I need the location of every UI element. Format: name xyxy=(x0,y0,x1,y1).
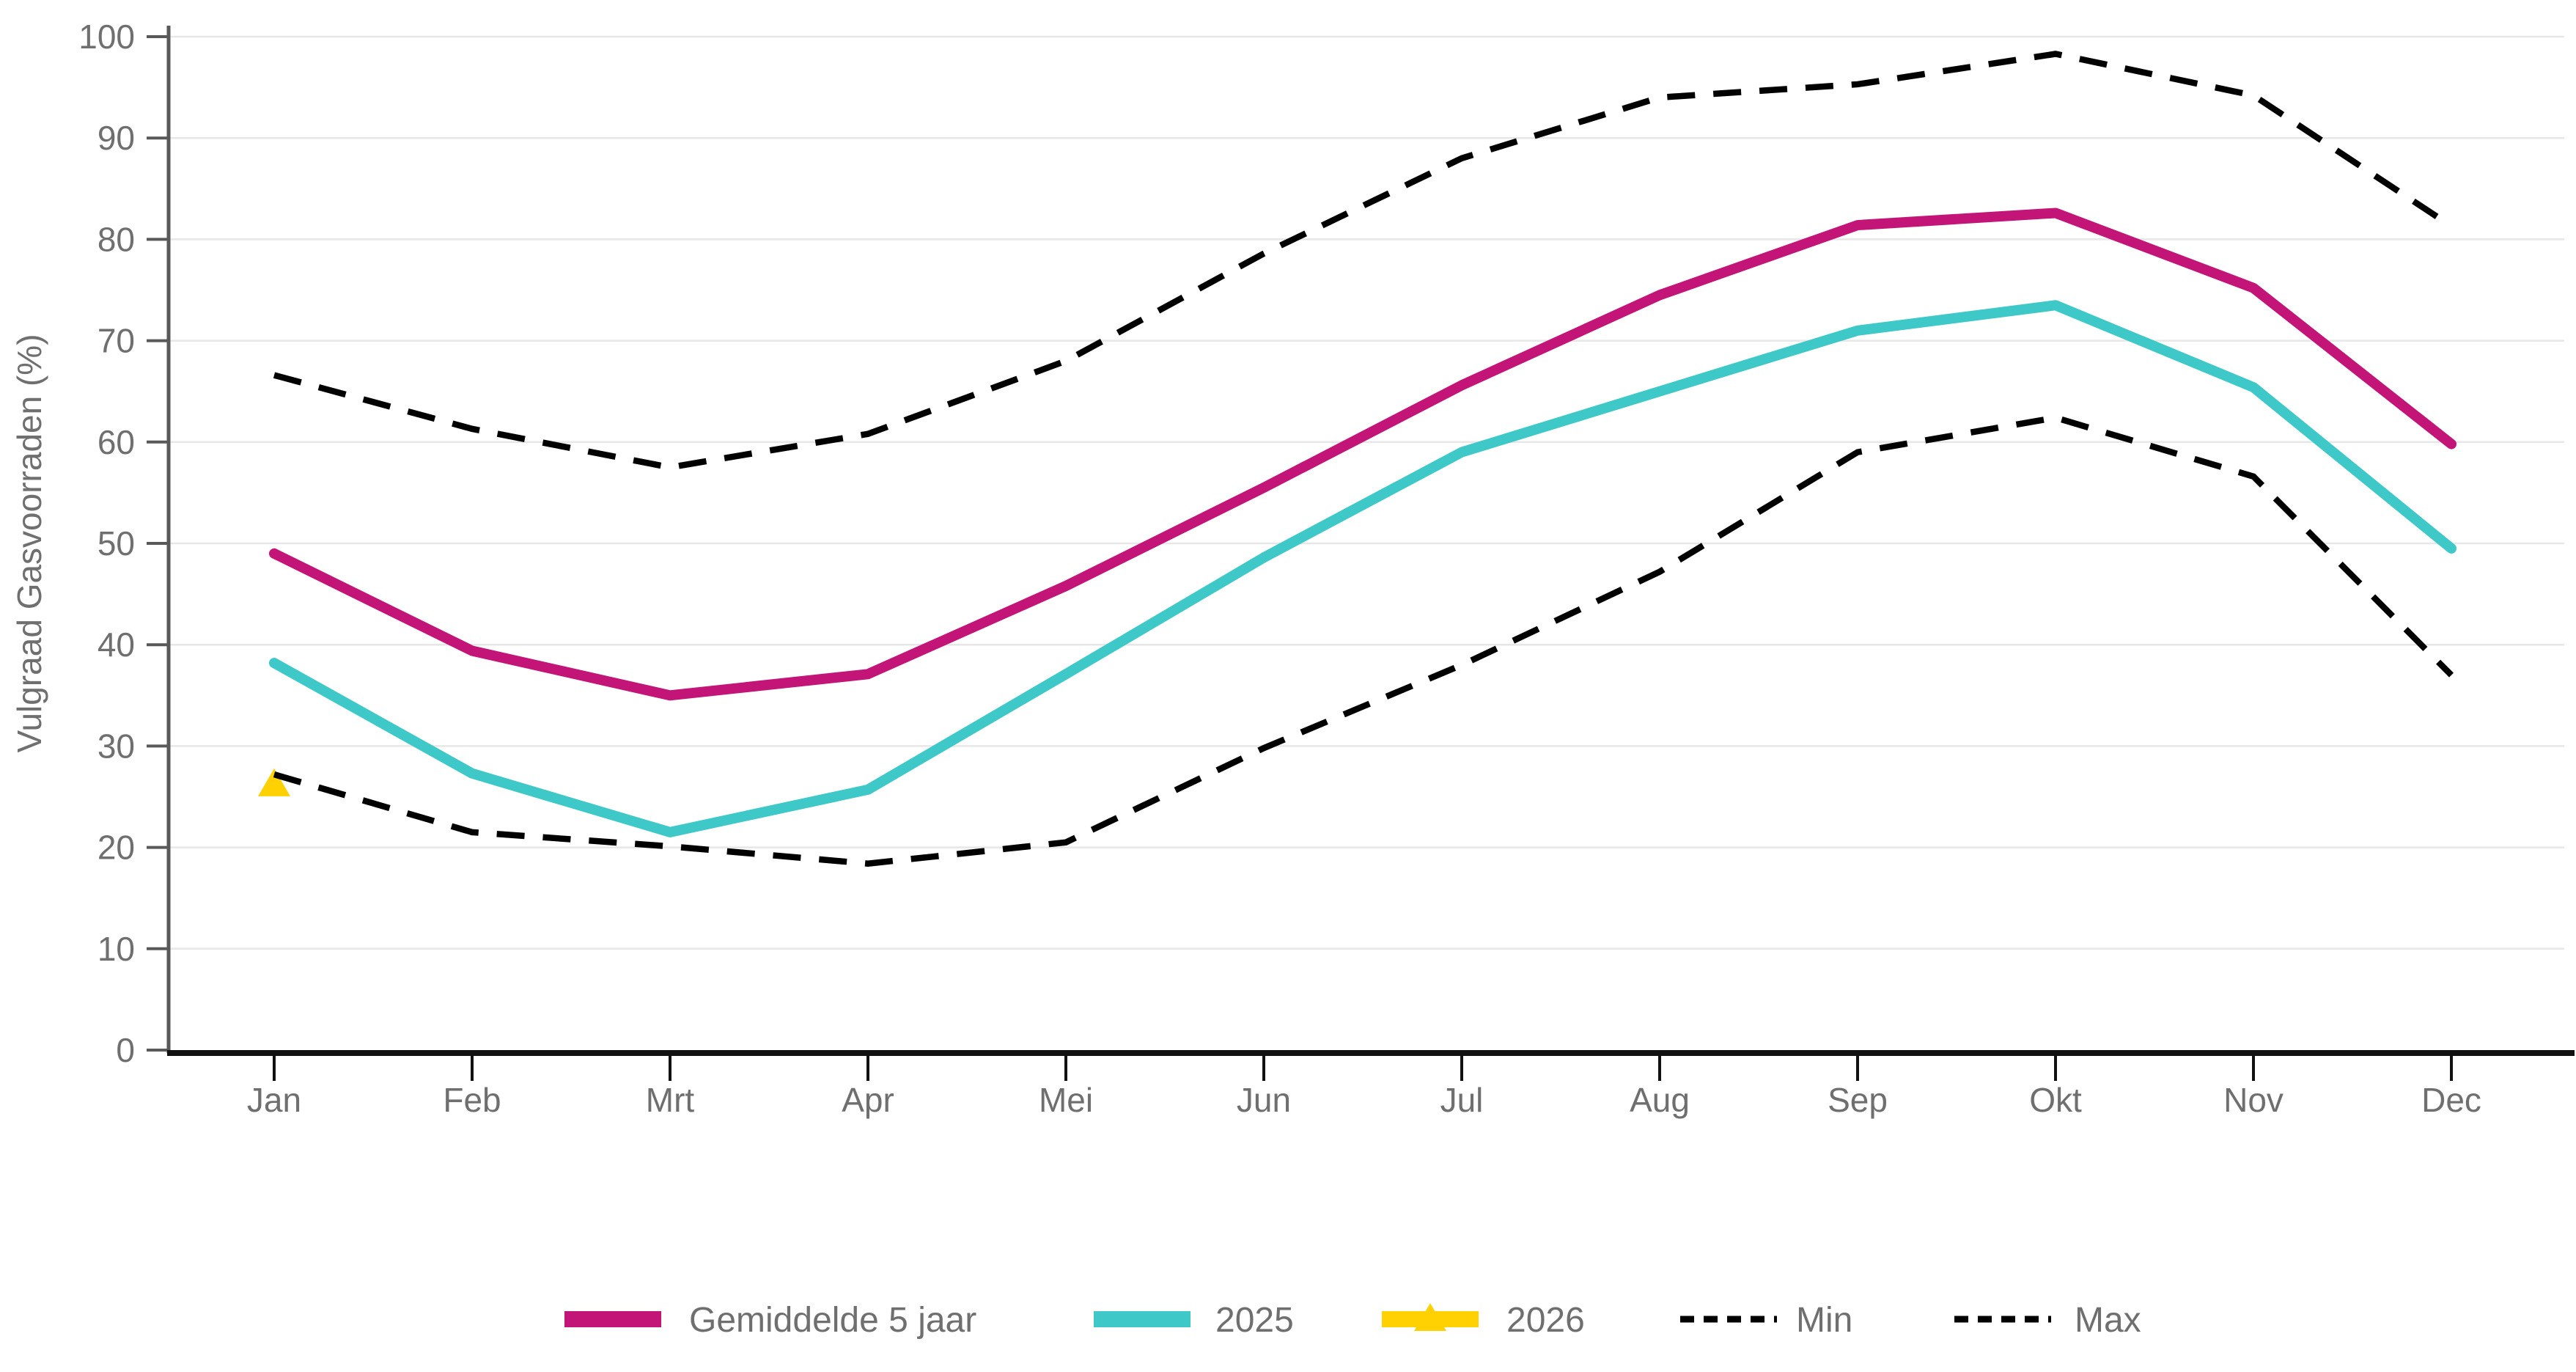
legend-label-gemiddelde-5-jaar: Gemiddelde 5 jaar xyxy=(689,1301,976,1340)
y-tick-label: 90 xyxy=(97,119,135,157)
legend-marker-2026 xyxy=(1414,1303,1446,1331)
axes xyxy=(147,26,2575,1081)
x-tick-label: Mrt xyxy=(646,1081,695,1119)
x-tick-label: Aug xyxy=(1630,1081,1690,1119)
x-tick-label: Mei xyxy=(1039,1081,1093,1119)
legend-item-gemiddelde-5-jaar: Gemiddelde 5 jaar xyxy=(564,1301,976,1340)
series-line-2025 xyxy=(269,300,2457,837)
legend-label-2026: 2026 xyxy=(1506,1301,1585,1340)
y-tick-label: 10 xyxy=(97,930,135,968)
legend-label-min: Min xyxy=(1796,1301,1852,1340)
y-tick-label: 60 xyxy=(97,423,135,461)
y-tick-label: 100 xyxy=(78,18,135,56)
x-tick-label: Feb xyxy=(443,1081,501,1119)
series-max xyxy=(273,51,2454,471)
x-tick-label: Jul xyxy=(1440,1081,1484,1119)
series-gemiddelde-5-jaar xyxy=(269,208,2457,701)
series-lines xyxy=(258,51,2457,867)
x-tick-label: Dec xyxy=(2421,1081,2481,1119)
legend-item-max: Max xyxy=(1954,1301,2141,1340)
series-line-min xyxy=(273,414,2454,867)
legend-item-min: Min xyxy=(1680,1301,1852,1340)
x-tick-label: Sep xyxy=(1828,1081,1888,1119)
y-tick-label: 40 xyxy=(97,626,135,664)
series-marker-2026 xyxy=(258,768,290,796)
legend-item-2025: 2025 xyxy=(1094,1301,1294,1340)
y-tick-label: 70 xyxy=(97,322,135,360)
axis-labels: 0 10 20 30 40 50 60 70 80 90 100 Jan Feb Mrt Apr Mei Jun… xyxy=(78,18,2481,1119)
series-2026 xyxy=(258,768,290,796)
x-tick-label: Apr xyxy=(842,1081,894,1119)
y-tick-label: 0 xyxy=(116,1031,135,1069)
legend-label-max: Max xyxy=(2075,1301,2141,1340)
x-tick-label: Okt xyxy=(2029,1081,2082,1119)
gridlines xyxy=(167,35,2564,950)
series-line-gemiddelde-5-jaar xyxy=(269,208,2457,701)
x-tick-label: Jan xyxy=(247,1081,301,1119)
series-min xyxy=(273,414,2454,867)
y-tick-label: 20 xyxy=(97,829,135,867)
legend: Gemiddelde 5 jaar 2025 2026 Min Max xyxy=(564,1301,2141,1340)
series-line-max xyxy=(273,51,2454,471)
x-tick-label: Nov xyxy=(2223,1081,2284,1119)
series-2025 xyxy=(269,300,2457,837)
x-tick-label: Jun xyxy=(1237,1081,1291,1119)
y-axis-title: Vulgraad Gasvoorraden (%) xyxy=(10,334,48,752)
y-tick-label: 30 xyxy=(97,727,135,765)
legend-item-2026: 2026 xyxy=(1382,1301,1585,1340)
y-tick-label: 50 xyxy=(97,524,135,562)
legend-label-2025: 2025 xyxy=(1215,1301,1294,1340)
y-tick-label: 80 xyxy=(97,220,135,258)
